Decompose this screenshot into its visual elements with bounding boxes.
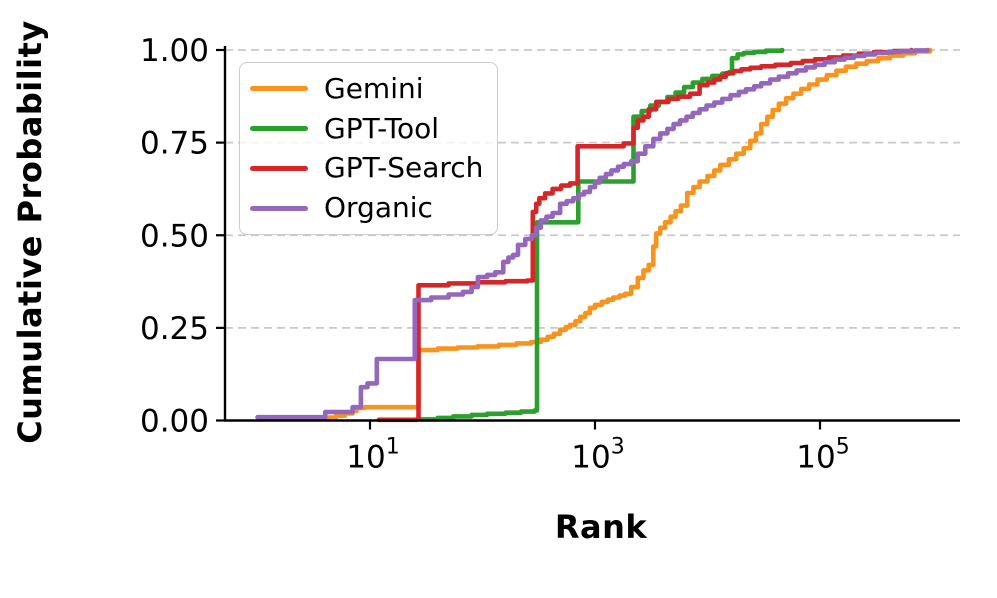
legend-label-organic: Organic (324, 191, 433, 225)
x-tick-label-10e5: 105 (796, 435, 849, 476)
legend-label-gpt-tool: GPT-Tool (324, 111, 440, 145)
legend-item-organic: Organic (250, 189, 497, 227)
x-tick-label-10e3: 103 (571, 435, 624, 476)
y-axis-label: Cumulative Probability (11, 20, 49, 444)
y-tick-label-0.50: 0.50 (140, 218, 209, 254)
legend-item-gemini: Gemini (250, 70, 497, 108)
legend-label-gemini: Gemini (324, 71, 424, 105)
y-tick-label-0.00: 0.00 (140, 404, 209, 440)
y-tick-label-0.25: 0.25 (140, 311, 209, 347)
series-line-organic (255, 47, 930, 420)
legend-swatch-gpt-search (250, 165, 308, 171)
legend-swatch-organic (250, 205, 308, 211)
legend-label-gpt-search: GPT-Search (324, 151, 484, 185)
series-line-gemini (322, 47, 933, 420)
legend-swatch-gemini (250, 86, 308, 92)
legend-swatch-gpt-tool (250, 126, 308, 132)
y-tick-label-1.00: 1.00 (140, 33, 209, 69)
series-line-gpt-search (376, 47, 914, 423)
legend-item-gpt-search: GPT-Search (250, 149, 497, 187)
legend: Gemini GPT-Tool GPT-Search Organic (239, 62, 498, 235)
x-tick-label-10e1: 101 (346, 435, 399, 476)
x-axis-label: Rank (554, 508, 648, 546)
y-tick-label-0.75: 0.75 (140, 126, 209, 162)
legend-item-gpt-tool: GPT-Tool (250, 110, 497, 148)
